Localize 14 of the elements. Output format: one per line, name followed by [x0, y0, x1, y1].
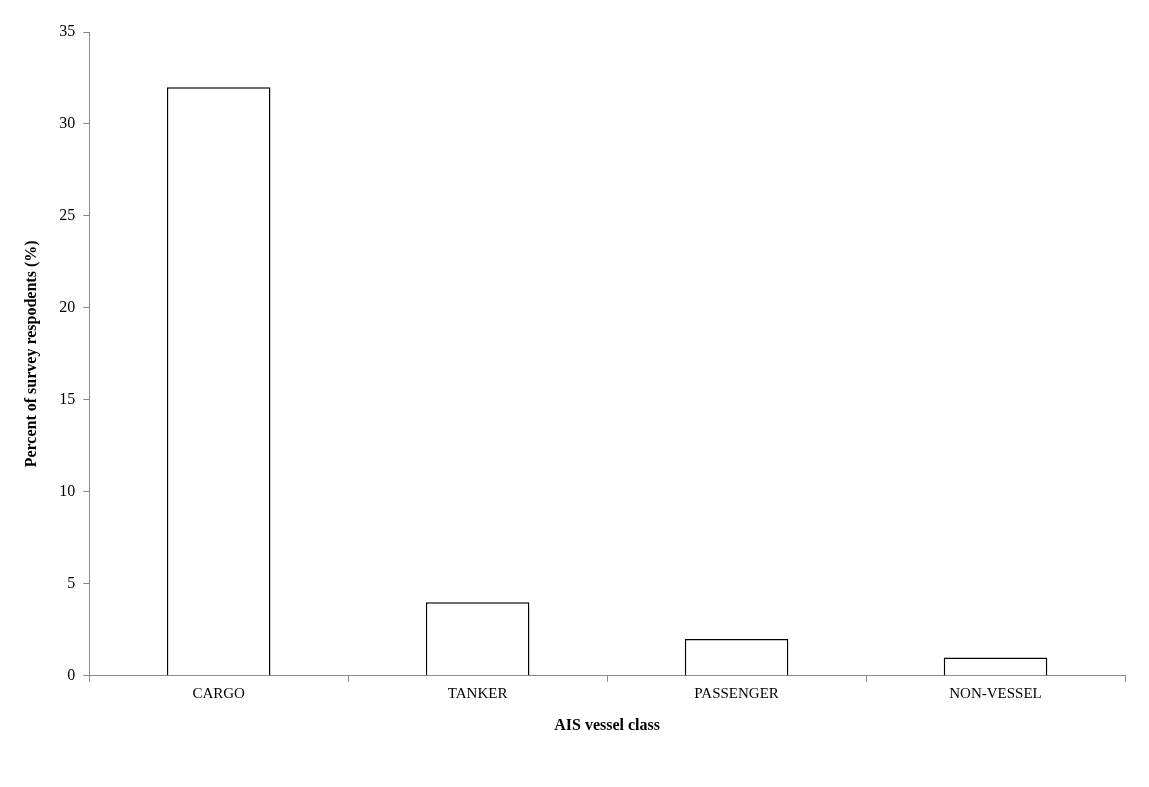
x-tick-label: NON-VESSEL — [949, 684, 1042, 701]
y-tick-label: 30 — [59, 114, 76, 132]
y-tick-label: 35 — [59, 22, 76, 40]
y-tick-label: 5 — [67, 574, 76, 592]
x-tick-label: TANKER — [447, 684, 508, 701]
y-axis-title: Percent of survey respodents (%) — [21, 240, 40, 468]
y-tick-label: 10 — [59, 482, 76, 500]
y-tick-label: 0 — [67, 666, 76, 683]
x-axis-title: AIS vessel class — [554, 715, 660, 733]
x-tick-label: PASSENGER — [694, 684, 779, 701]
x-tick-label: CARGO — [192, 684, 246, 701]
y-tick-label: 20 — [59, 298, 76, 316]
y-tick-label: 15 — [59, 390, 76, 408]
y-tick-label: 25 — [59, 206, 76, 224]
